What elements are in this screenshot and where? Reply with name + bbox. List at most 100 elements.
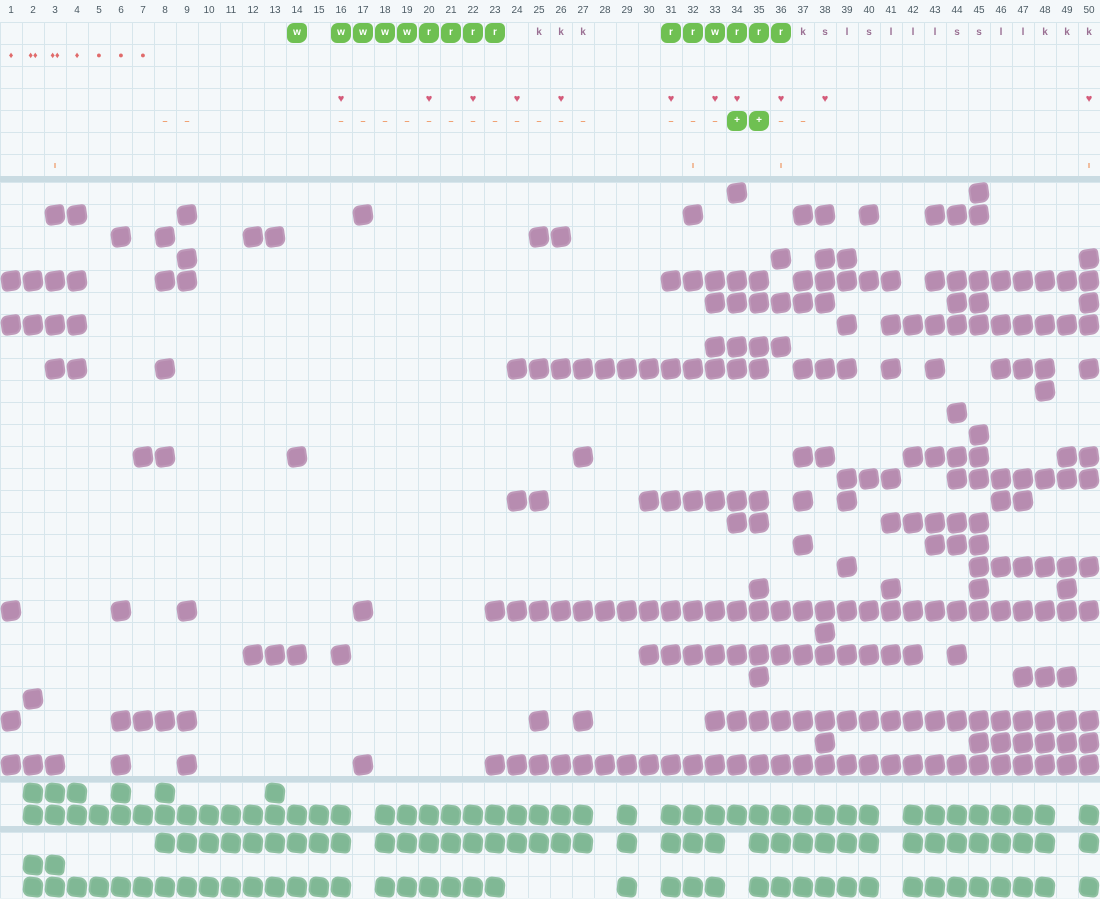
purple-blob-cell xyxy=(1055,709,1079,733)
column-number: 42 xyxy=(907,5,919,16)
green-blob-cell xyxy=(682,876,704,898)
purple-blob-cell xyxy=(505,489,529,513)
purple-blob-cell xyxy=(747,357,771,381)
purple-blob-cell xyxy=(1077,247,1100,271)
dash-marker: – xyxy=(536,116,542,126)
purple-blob-cell xyxy=(835,753,859,777)
drop-icon: ♦ xyxy=(74,50,80,60)
purple-blob-cell xyxy=(813,445,837,469)
purple-blob-cell xyxy=(1011,555,1035,579)
dash-marker: – xyxy=(184,116,190,126)
purple-blob-cell xyxy=(615,599,639,623)
purple-blob-cell xyxy=(21,269,45,293)
column-number: 11 xyxy=(225,5,237,16)
green-blob-cell xyxy=(1078,804,1100,826)
dash-marker: – xyxy=(778,116,784,126)
green-blob-cell xyxy=(792,876,814,898)
green-blob-cell xyxy=(836,876,858,898)
purple-blob-cell xyxy=(857,467,881,491)
purple-blob-cell xyxy=(967,291,991,315)
purple-blob-cell xyxy=(1033,555,1057,579)
green-track-section-a xyxy=(0,782,1100,826)
purple-blob-cell xyxy=(967,599,991,623)
purple-blob-cell xyxy=(769,599,793,623)
purple-blob-cell xyxy=(813,291,837,315)
purple-blob-cell xyxy=(769,709,793,733)
purple-blob-cell xyxy=(1055,665,1079,689)
purple-blob-cell xyxy=(747,291,771,315)
purple-blob-cell xyxy=(945,511,969,535)
purple-blob-cell xyxy=(1077,709,1100,733)
purple-blob-cell xyxy=(813,247,837,271)
green-blob-cell xyxy=(858,876,880,898)
green-blob-cell xyxy=(330,804,352,826)
column-number: 38 xyxy=(819,5,831,16)
purple-blob-cell xyxy=(857,643,881,667)
purple-blob-cell xyxy=(637,753,661,777)
purple-blob-cell xyxy=(967,533,991,557)
green-blob-cell xyxy=(286,876,308,898)
green-blob-cell xyxy=(836,804,858,826)
purple-blob-cell xyxy=(791,533,815,557)
green-blob-cell xyxy=(308,804,330,826)
green-blob-cell xyxy=(242,804,264,826)
purple-blob-cell xyxy=(1033,753,1057,777)
purple-blob-cell xyxy=(791,489,815,513)
purple-blob-cell xyxy=(175,269,199,293)
purple-blob-cell xyxy=(747,577,771,601)
green-blob-cell xyxy=(308,832,330,854)
green-blob-cell xyxy=(814,876,836,898)
purple-blob-cell xyxy=(43,313,67,337)
green-blob-cell xyxy=(858,832,880,854)
purple-blob-cell xyxy=(703,335,727,359)
green-blob-cell xyxy=(462,832,484,854)
purple-blob-cell xyxy=(791,599,815,623)
purple-blob-cell xyxy=(725,291,749,315)
purple-blob-cell xyxy=(109,709,133,733)
green-blob-cell xyxy=(264,876,286,898)
dash-marker: – xyxy=(470,116,476,126)
purple-blob-cell xyxy=(747,335,771,359)
purple-blob-cell xyxy=(659,599,683,623)
green-blob-cell xyxy=(726,804,748,826)
green-blob-cell xyxy=(704,804,726,826)
column-number: 45 xyxy=(973,5,985,16)
column-number: 25 xyxy=(533,5,545,16)
purple-blob-cell xyxy=(901,511,925,535)
green-blob-cell xyxy=(440,876,462,898)
track-letter: s xyxy=(954,27,960,38)
purple-blob-cell xyxy=(901,709,925,733)
purple-blob-cell xyxy=(879,599,903,623)
green-blob-cell xyxy=(110,804,132,826)
purple-blob-cell xyxy=(967,753,991,777)
purple-blob-cell xyxy=(351,753,375,777)
green-blob-cell xyxy=(616,876,638,898)
purple-blob-cell xyxy=(747,489,771,513)
purple-blob-cell xyxy=(571,357,595,381)
purple-blob-cell xyxy=(43,203,67,227)
purple-blob-cell xyxy=(923,709,947,733)
drop-icon: ♦♦ xyxy=(50,50,60,60)
section-divider xyxy=(0,826,1100,832)
green-blob-cell xyxy=(484,876,506,898)
purple-blob-cell xyxy=(813,357,837,381)
purple-blob-cell xyxy=(681,643,705,667)
purple-blob-cell xyxy=(659,269,683,293)
column-number: 48 xyxy=(1039,5,1051,16)
green-blob-cell xyxy=(110,782,132,804)
column-number: 16 xyxy=(335,5,347,16)
green-blob-cell xyxy=(484,832,506,854)
purple-blob-cell xyxy=(21,687,45,711)
green-blob-cell xyxy=(44,854,66,876)
purple-blob-cell xyxy=(549,357,573,381)
purple-blob-cell xyxy=(153,357,177,381)
purple-blob-cell xyxy=(615,753,639,777)
green-blob-cell xyxy=(990,832,1012,854)
lime-letter-cell: w xyxy=(287,23,307,43)
purple-blob-cell xyxy=(131,709,155,733)
purple-blob-cell xyxy=(681,269,705,293)
lime-letter-cell: r xyxy=(463,23,483,43)
green-blob-cell xyxy=(792,804,814,826)
purple-blob-cell xyxy=(21,753,45,777)
purple-blob-cell xyxy=(791,445,815,469)
